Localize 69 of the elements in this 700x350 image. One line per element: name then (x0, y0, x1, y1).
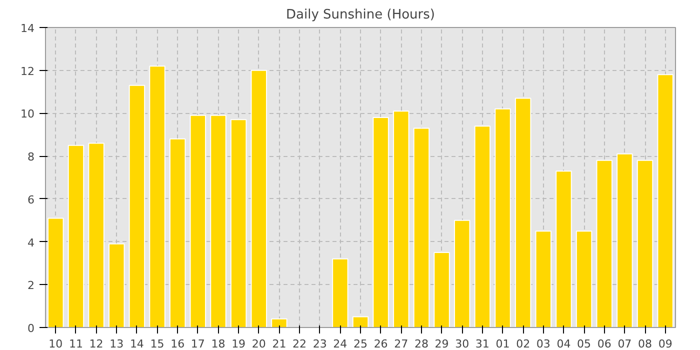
bar (352, 316, 369, 328)
x-tick-label: 08 (638, 338, 652, 350)
bar (616, 153, 633, 328)
x-tick-label: 21 (272, 338, 286, 350)
y-tick-label: 10 (20, 108, 35, 121)
x-tick-label: 03 (536, 338, 550, 350)
bar (596, 160, 612, 328)
bar (169, 138, 186, 328)
x-tick-label: 22 (292, 338, 307, 350)
bar (250, 70, 268, 328)
x-tick-label: 01 (496, 338, 510, 350)
bar (332, 258, 348, 328)
x-tick-label: 04 (556, 338, 571, 350)
bar (514, 98, 532, 328)
x-tick-label: 17 (190, 338, 205, 350)
x-tick-label: 30 (455, 338, 470, 350)
x-tick-label: 23 (312, 338, 327, 350)
x-tick-label: 16 (170, 338, 185, 350)
y-tick-label: 4 (28, 236, 34, 250)
bar (108, 243, 125, 328)
x-tick-label: 11 (68, 338, 83, 350)
bar (190, 114, 206, 328)
x-tick-label: 15 (150, 338, 164, 350)
x-tick-label: 10 (48, 338, 63, 350)
bar (636, 160, 654, 328)
y-tick-label: 12 (20, 64, 35, 78)
x-tick-label: 20 (252, 338, 266, 350)
bar (372, 117, 389, 328)
y-tick-label: 2 (28, 279, 34, 292)
bar (576, 230, 592, 328)
x-tick-label: 19 (232, 338, 246, 350)
y-tick-label: 8 (28, 150, 34, 164)
x-tick-label: 12 (89, 338, 104, 350)
x-tick-label: 27 (394, 338, 408, 350)
bar (657, 74, 674, 328)
y-tick-label: 6 (28, 193, 34, 206)
bar (413, 128, 430, 328)
bar (535, 230, 552, 328)
bar (434, 252, 450, 328)
x-tick-label: 25 (354, 338, 368, 350)
x-tick-label: 06 (597, 338, 612, 350)
x-tick-label: 14 (130, 338, 144, 350)
x-tick-label: 31 (475, 338, 490, 350)
x-tick-label: 13 (110, 338, 124, 350)
x-tick-label: 24 (333, 338, 348, 350)
x-tick-label: 07 (618, 338, 632, 350)
chart-title: Daily Sunshine (Hours) (286, 8, 435, 22)
x-tick-label: 05 (577, 338, 592, 350)
bar (393, 110, 410, 328)
x-tick-label: 02 (516, 338, 530, 350)
bar (474, 126, 491, 328)
bar (68, 144, 84, 328)
bar (556, 170, 572, 328)
x-tick-label: 28 (414, 338, 428, 350)
bar (88, 142, 104, 328)
bar (494, 108, 511, 328)
x-tick-label: 09 (658, 338, 672, 350)
bar (454, 220, 470, 328)
x-tick-label: 29 (434, 338, 449, 350)
bar (128, 84, 146, 328)
bar (210, 114, 226, 328)
x-tick-label: 18 (211, 338, 226, 350)
y-tick-label: 0 (28, 322, 34, 335)
x-tick-label: 26 (374, 338, 388, 350)
bar (149, 66, 166, 328)
bar (230, 119, 247, 328)
bar (271, 318, 288, 328)
y-tick-label: 14 (20, 22, 35, 35)
bar (48, 218, 64, 328)
